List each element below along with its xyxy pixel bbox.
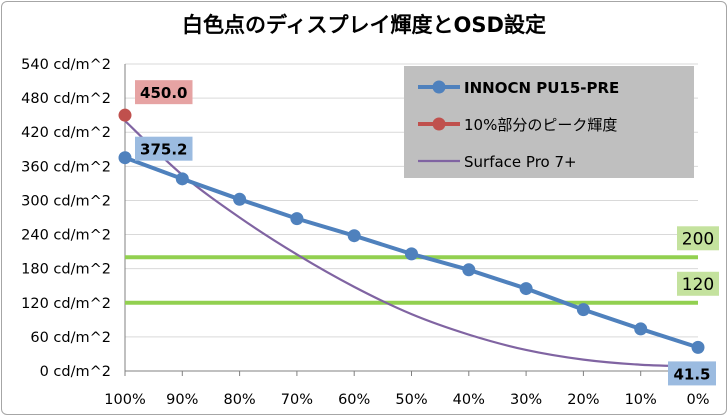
x-tick-label: 80%	[223, 392, 255, 408]
series-point-0	[519, 282, 533, 296]
reference-label-box	[677, 226, 719, 251]
legend-label: Surface Pro 7+	[464, 153, 577, 171]
x-tick-label: 20%	[567, 392, 599, 408]
x-tick-label: 50%	[395, 392, 427, 408]
reference-label-box	[677, 271, 719, 296]
legend-label: 10%部分のピーク輝度	[464, 116, 617, 134]
data-labels: 450.0 375.2 41.5	[135, 80, 716, 386]
reference-label: 120	[682, 275, 714, 295]
legend-marker	[432, 80, 446, 94]
series-point-0	[691, 340, 705, 354]
x-tick-label: 30%	[510, 392, 542, 408]
x-tick-label: 90%	[166, 392, 198, 408]
y-tick-label: 300 cd/m^2	[21, 193, 111, 209]
reference-lines: 200 120	[125, 226, 719, 305]
y-tick-label: 60 cd/m^2	[30, 330, 111, 346]
x-tick-label: 40%	[453, 392, 485, 408]
data-label-box	[668, 361, 716, 386]
series-point-1	[118, 108, 132, 122]
series-point-0	[118, 151, 132, 165]
chart-title: 白色点のディスプレイ輝度とOSD設定	[182, 13, 546, 37]
legend-label: INNOCN PU15-PRE	[464, 79, 619, 97]
legend-marker	[432, 117, 446, 131]
series-point-0	[347, 229, 361, 243]
y-tick-label: 240 cd/m^2	[21, 228, 111, 244]
y-tick-label: 540 cd/m^2	[21, 57, 111, 73]
series	[118, 108, 705, 368]
series-point-0	[576, 303, 590, 317]
data-label: 450.0	[140, 84, 187, 102]
y-axis: 0 cd/m^2 60 cd/m^2 120 cd/m^2 180 cd/m^2 240…	[21, 57, 111, 380]
legend: INNOCN PU15-PRE 10%部分のピーク輝度 Surface Pro 7+	[404, 66, 694, 178]
x-tick-label: 0%	[686, 392, 709, 408]
y-tick-label: 420 cd/m^2	[21, 125, 111, 141]
series-point-0	[405, 247, 418, 261]
y-tick-label: 180 cd/m^2	[21, 262, 111, 278]
y-tick-label: 120 cd/m^2	[21, 296, 111, 312]
x-tick-label: 100%	[104, 392, 145, 408]
series-point-0	[634, 322, 648, 336]
x-axis: 100% 90% 80% 70% 60% 50% 40% 30% 20% 10% 0%	[104, 371, 710, 408]
data-label: 375.2	[140, 141, 187, 159]
x-tick-label: 70%	[281, 392, 313, 408]
data-label-box	[135, 136, 193, 161]
series-point-0	[175, 172, 189, 186]
data-label: 41.5	[673, 365, 710, 383]
y-tick-label: 360 cd/m^2	[21, 159, 111, 175]
reference-label: 200	[682, 229, 714, 249]
series-point-0	[233, 192, 247, 206]
x-tick-label: 10%	[625, 392, 657, 408]
data-label-box	[135, 80, 193, 105]
y-tick-label: 480 cd/m^2	[21, 91, 111, 107]
series-line-surface	[124, 120, 699, 368]
y-tick-label: 0 cd/m^2	[40, 364, 111, 380]
series-point-0	[290, 212, 304, 226]
series-point-0	[462, 263, 476, 277]
x-tick-label: 60%	[338, 392, 370, 408]
